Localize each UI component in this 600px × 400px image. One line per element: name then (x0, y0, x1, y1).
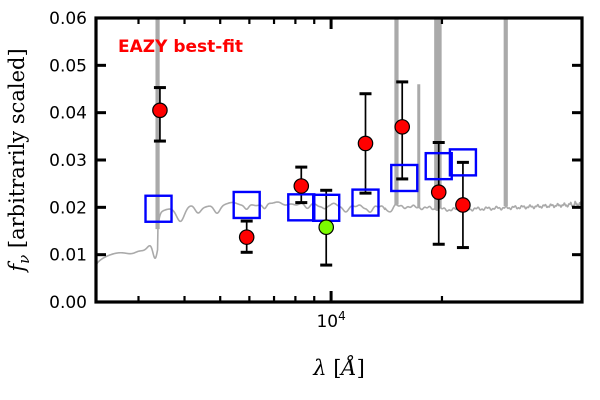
x-axis-ticks (137, 18, 444, 302)
model-photometry-point (144, 194, 173, 223)
x-axis-tick-labels: 104 (316, 309, 345, 332)
y-axis-title: fν [arbitrarily scaled] (5, 48, 33, 273)
y-tick-label: 0.04 (49, 104, 87, 124)
model-photometry-point (351, 188, 380, 217)
model-photometry-markers (144, 148, 478, 223)
observed-photometry-point (394, 119, 411, 135)
observed-photometry-point (293, 178, 310, 194)
svg-text:fν [arbitrarily scaled]: fν [arbitrarily scaled] (5, 48, 33, 273)
y-tick-label: 0.06 (49, 9, 87, 29)
observed-photometry-point (238, 229, 255, 245)
observed-photometry-point (430, 184, 447, 200)
model-photometry-point (448, 148, 478, 177)
observed-photometry-point (152, 102, 168, 119)
observed-photometry-markers (152, 102, 471, 245)
model-photometry-point (390, 163, 419, 193)
y-tick-label: 0.02 (49, 198, 87, 218)
model-photometry-point (232, 190, 261, 220)
y-tick-label: 0.05 (49, 56, 87, 76)
y-tick-label: 0.01 (49, 246, 87, 266)
observed-photometry-point (318, 219, 335, 236)
y-axis-tick-labels: 0.00 0.01 0.02 0.03 0.04 0.05 0.06 (49, 9, 87, 313)
eazy-best-fit-annotation: EAZY best-fit (118, 37, 243, 57)
observed-photometry-point (357, 135, 374, 152)
x-axis-title: λ [Å] (312, 355, 365, 380)
errorbar-group (153, 80, 469, 267)
model-photometry-point (424, 151, 453, 181)
x-tick-label: 104 (316, 309, 345, 332)
observed-photometry-point (455, 197, 471, 213)
y-tick-label: 0.03 (49, 151, 87, 171)
y-tick-label: 0.00 (49, 293, 87, 313)
plot-interior (96, 18, 582, 267)
y-axis-ticks (96, 16, 582, 304)
